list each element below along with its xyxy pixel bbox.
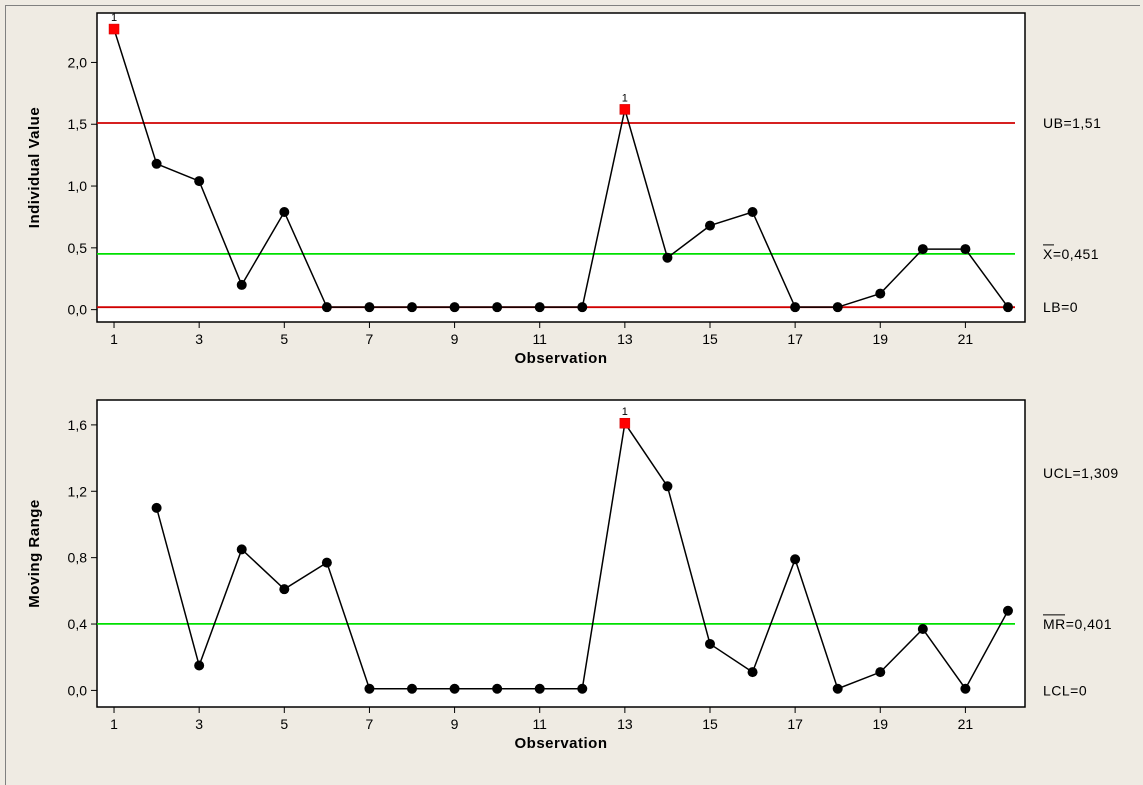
bottom-xtick-label: 3 [195, 716, 203, 732]
top-flagged-point [108, 23, 120, 35]
bottom-data-point [407, 683, 418, 694]
bottom-ytick-label: 1,2 [68, 483, 88, 499]
top-data-point [790, 302, 801, 313]
top-ref-label: LB=0 [1043, 299, 1078, 315]
bottom-data-point [492, 683, 503, 694]
bottom-data-point [364, 683, 375, 694]
bottom-ytick-label: 1,6 [68, 417, 88, 433]
bottom-data-point [917, 624, 928, 635]
top-data-point [662, 252, 673, 263]
top-xtick-label: 3 [195, 331, 203, 347]
bottom-data-point [321, 557, 332, 568]
bottom-data-point [875, 667, 886, 678]
bottom-xtick-label: 17 [787, 716, 803, 732]
top-xtick-label: 7 [366, 331, 374, 347]
control-chart: 0,00,51,01,52,01 3 5 7 9 11 13 15 17 19 21Observat… [26, 12, 1119, 752]
top-xtick-label: 9 [451, 331, 459, 347]
bottom-xlabel: Observation [514, 735, 607, 752]
top-xtick-label: 13 [617, 331, 633, 347]
bottom-data-point [832, 683, 843, 694]
bottom-ref-label: MR=0,401 [1043, 616, 1112, 632]
top-xtick-label: 1 [110, 331, 118, 347]
top-flag-label: 1 [622, 92, 628, 104]
bottom-xtick-label: 9 [451, 716, 459, 732]
top-ytick-label: 0,0 [68, 302, 88, 318]
bottom-panel: 0,00,40,81,21,61 3 5 7 9 11 13 15 17 19 21Observat… [26, 399, 1119, 752]
top-xtick-label: 15 [702, 331, 718, 347]
bottom-data-point [279, 584, 290, 595]
bottom-xtick-label: 7 [366, 716, 374, 732]
bottom-xtick-label: 11 [532, 716, 547, 732]
top-data-point [704, 220, 715, 231]
bottom-data-point [151, 502, 162, 513]
bottom-data-point [236, 544, 247, 555]
top-data-point [321, 302, 332, 313]
chart-frame [5, 5, 1140, 785]
bottom-data-point [534, 683, 545, 694]
bottom-data-point [449, 683, 460, 694]
bottom-flagged-point [619, 417, 631, 429]
bottom-data-point [960, 683, 971, 694]
top-data-point [364, 302, 375, 313]
top-data-point [875, 288, 886, 299]
top-data-point [917, 244, 928, 255]
bottom-limit-label: LCL=0 [1043, 682, 1087, 698]
bottom-ytick-label: 0,8 [68, 550, 88, 566]
bottom-xtick-label: 15 [702, 716, 718, 732]
bottom-plot-area [96, 399, 1026, 708]
bottom-xtick-label: 1 [110, 716, 118, 732]
bottom-xtick-label: 21 [958, 716, 974, 732]
top-ref-label: X=0,451 [1043, 246, 1099, 262]
top-xtick-label: 11 [532, 331, 547, 347]
bottom-xtick-label: 5 [280, 716, 288, 732]
bottom-ytick-label: 0,4 [68, 616, 88, 632]
bottom-xtick-label: 13 [617, 716, 633, 732]
top-xtick-label: 21 [958, 331, 974, 347]
bottom-data-point [704, 638, 715, 649]
top-data-point [1002, 302, 1013, 313]
top-data-point [534, 302, 545, 313]
top-data-point [407, 302, 418, 313]
top-data-point [747, 206, 758, 217]
top-xtick-label: 17 [787, 331, 803, 347]
top-data-point [151, 158, 162, 169]
top-ytick-label: 0,5 [68, 240, 88, 256]
bottom-data-point [1002, 605, 1013, 616]
bottom-data-point [662, 481, 673, 492]
top-xlabel: Observation [514, 350, 607, 367]
top-data-point [492, 302, 503, 313]
top-ytick-label: 2,0 [68, 54, 88, 70]
top-flagged-point [619, 104, 631, 115]
top-data-point [279, 206, 290, 217]
top-panel: 0,00,51,01,52,01 3 5 7 9 11 13 15 17 19 21Observat… [26, 12, 1101, 367]
top-data-point [832, 302, 843, 313]
bottom-flag-label: 1 [622, 406, 628, 418]
top-xtick-label: 5 [280, 331, 288, 347]
bottom-ytick-label: 0,0 [68, 682, 88, 698]
top-plot-area [96, 12, 1026, 323]
bottom-data-point [194, 660, 205, 671]
top-ref-label: UB=1,51 [1043, 115, 1101, 131]
bottom-xtick-label: 19 [872, 716, 888, 732]
top-xtick-label: 19 [872, 331, 888, 347]
bottom-limit-label: UCL=1,309 [1043, 465, 1119, 481]
top-data-point [960, 244, 971, 255]
bottom-data-point [577, 683, 588, 694]
top-ylabel: Individual Value [26, 107, 43, 228]
bottom-data-point [747, 667, 758, 678]
top-ytick-label: 1,0 [68, 178, 88, 194]
top-data-point [236, 279, 247, 290]
top-series-line [113, 28, 1009, 308]
bottom-ylabel: Moving Range [26, 499, 43, 608]
top-flag-label: 1 [111, 12, 117, 24]
top-data-point [194, 176, 205, 187]
top-data-point [577, 302, 588, 313]
bottom-data-point [790, 554, 801, 565]
top-data-point [449, 302, 460, 313]
top-ytick-label: 1,5 [68, 116, 88, 132]
